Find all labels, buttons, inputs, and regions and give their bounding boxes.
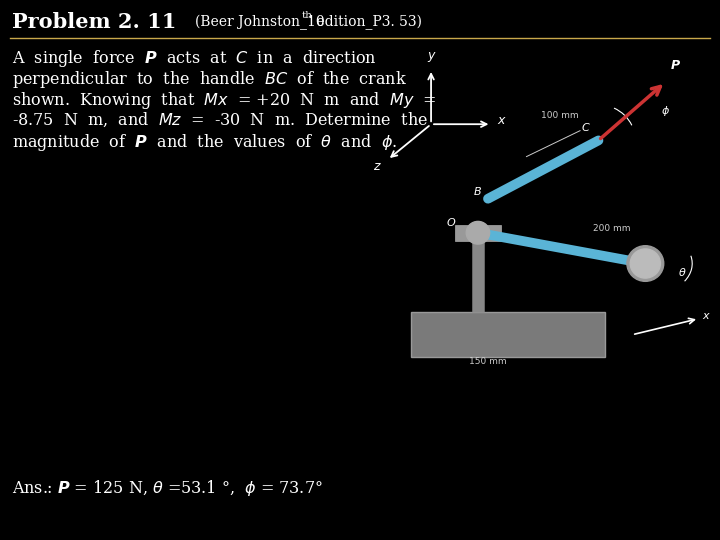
Text: Problem 2. 11: Problem 2. 11 <box>12 12 176 32</box>
Circle shape <box>627 246 664 281</box>
Text: Ans.: $\boldsymbol{P}$ = 125 N, $\theta$ =53.1 °,  $\phi$ = 73.7°: Ans.: $\boldsymbol{P}$ = 125 N, $\theta$… <box>12 478 323 498</box>
Text: C: C <box>581 123 589 133</box>
Text: B: B <box>474 187 482 198</box>
Text: edition_P3. 53): edition_P3. 53) <box>312 15 422 30</box>
Text: 100 mm: 100 mm <box>541 111 579 120</box>
Text: x: x <box>498 114 505 127</box>
Text: 150 mm: 150 mm <box>469 357 507 366</box>
Text: $\theta$: $\theta$ <box>678 266 686 279</box>
Text: A: A <box>648 255 656 266</box>
Text: P: P <box>671 59 680 72</box>
Text: magnitude  of  $\boldsymbol{P}$  and  the  values  of  $\theta$  and  $\phi$.: magnitude of $\boldsymbol{P}$ and the va… <box>12 132 397 153</box>
Circle shape <box>630 249 660 278</box>
Text: perpendicular  to  the  handle  $\mathit{BC}$  of  the  crank: perpendicular to the handle $\mathit{BC}… <box>12 69 407 90</box>
Text: th: th <box>302 11 313 21</box>
Text: O: O <box>447 218 456 228</box>
Text: (Beer Johnston_10: (Beer Johnston_10 <box>195 15 325 30</box>
Bar <box>411 312 606 357</box>
Text: shown.  Knowing  that  $\mathit{Mx}$  = +20  N  m  and  $\mathit{My}$  =: shown. Knowing that $\mathit{Mx}$ = +20 … <box>12 90 436 111</box>
Text: -8.75  N  m,  and  $\mathit{Mz}$  =  -30  N  m.  Determine  the: -8.75 N m, and $\mathit{Mz}$ = -30 N m. … <box>12 111 428 130</box>
Text: x: x <box>702 310 709 321</box>
Text: y: y <box>428 49 435 63</box>
Circle shape <box>467 221 490 244</box>
Text: A  single  force  $\boldsymbol{P}$  acts  at  $\mathit{C}$  in  a  direction: A single force $\boldsymbol{P}$ acts at … <box>12 48 377 69</box>
Text: $\phi$: $\phi$ <box>661 104 670 118</box>
Text: z: z <box>372 159 379 173</box>
Text: 200 mm: 200 mm <box>593 224 631 233</box>
Bar <box>454 225 501 241</box>
